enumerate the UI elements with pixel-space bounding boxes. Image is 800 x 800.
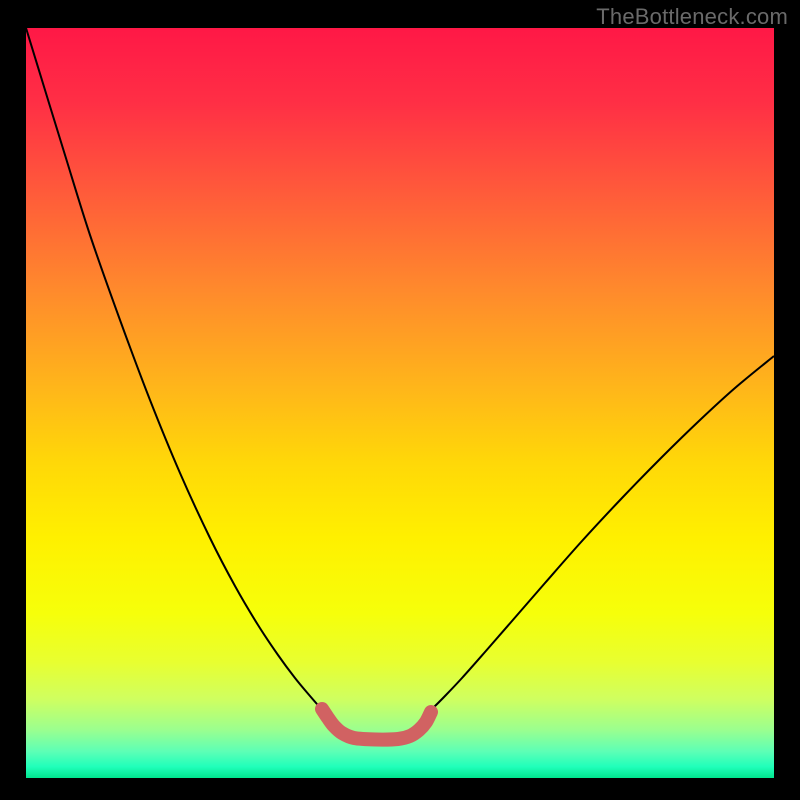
gradient-background bbox=[26, 28, 774, 778]
watermark-text: TheBottleneck.com bbox=[596, 4, 788, 30]
bottleneck-chart bbox=[0, 0, 800, 800]
chart-container: TheBottleneck.com bbox=[0, 0, 800, 800]
